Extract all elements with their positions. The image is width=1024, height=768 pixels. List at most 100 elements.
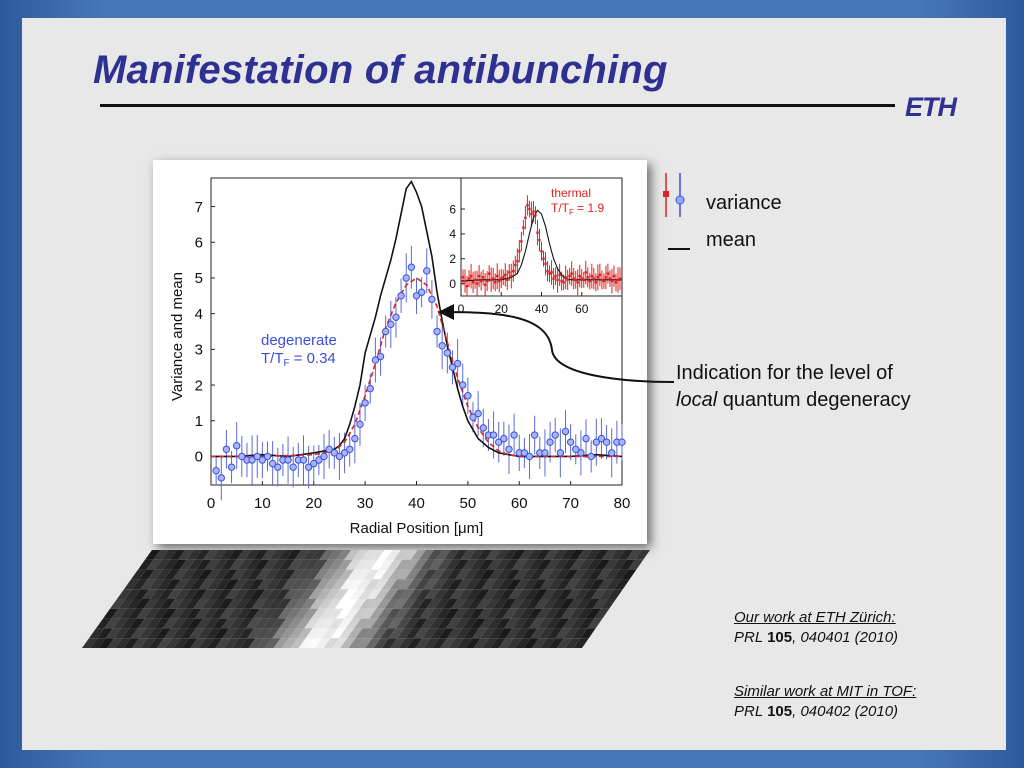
- stripe-cell: [170, 618, 187, 629]
- stripe-cell: [569, 608, 585, 619]
- stripe-cell: [471, 569, 487, 580]
- inset-point: [614, 281, 618, 284]
- stripe-cell: [269, 608, 285, 619]
- stripe-cell: [179, 618, 195, 629]
- stripe-cell: [451, 599, 467, 609]
- stripe-cell: [222, 628, 238, 639]
- stripe-cell: [482, 589, 499, 599]
- stripe-cell: [529, 569, 545, 580]
- stripe-cell: [580, 628, 596, 639]
- main-point: [330, 449, 339, 457]
- stripe-cell: [507, 589, 523, 599]
- stripe-cell: [383, 589, 399, 599]
- inset-point: [570, 272, 573, 275]
- stripe-cell: [430, 569, 446, 580]
- stripe-cell: [319, 550, 335, 560]
- stripe-cell: [440, 638, 456, 648]
- stripe-cell: [279, 618, 295, 629]
- stripe-cell: [247, 569, 263, 580]
- stripe-cell: [477, 550, 493, 560]
- title-underline: [100, 104, 895, 107]
- stripe-cell: [154, 559, 170, 570]
- stripe-cell: [288, 628, 305, 639]
- stripe-cell: [510, 608, 526, 619]
- main-annotation-num: = 0.34: [289, 350, 335, 367]
- stripe-cell: [373, 579, 389, 590]
- stripe-cell: [297, 569, 313, 580]
- stripe-cell: [139, 628, 155, 639]
- main-point: [417, 288, 426, 296]
- stripe-cell: [427, 608, 443, 619]
- stripe-cell: [219, 608, 235, 619]
- main-point: [402, 274, 410, 282]
- legend-red-marker: [663, 191, 669, 197]
- main-point: [510, 431, 518, 439]
- stripe-cell: [315, 638, 331, 648]
- stripe-cell: [236, 608, 252, 619]
- annotation-line-1: Indication for the level of: [676, 362, 893, 384]
- stripe-cell: [523, 638, 539, 648]
- stripe-cell: [578, 559, 594, 570]
- stripe-cell: [166, 589, 183, 599]
- main-point: [428, 295, 436, 304]
- inset-xtick-label: 0: [458, 302, 465, 316]
- stripe-cell: [318, 599, 334, 609]
- stripe-cell: [247, 628, 263, 639]
- stripe-cell: [330, 569, 346, 580]
- stripe-cell: [213, 628, 230, 639]
- stripe-cell: [246, 559, 262, 570]
- stripe-cell: [147, 569, 163, 580]
- stripe-cell: [324, 589, 341, 599]
- stripe-cell: [373, 638, 389, 648]
- stripe-cell: [305, 569, 321, 580]
- main-point: [479, 424, 487, 432]
- main-point: [227, 463, 236, 471]
- stripe-cell: [447, 628, 463, 639]
- stripe-cell: [323, 579, 339, 590]
- stripe-cell: [606, 579, 622, 590]
- stripe-cell: [136, 608, 152, 619]
- inset-ytick-label: 6: [449, 202, 456, 216]
- stripe-cell: [122, 628, 138, 639]
- reference-eth-heading[interactable]: Our work at ETH Zürich:: [734, 609, 896, 626]
- stripe-cell: [161, 550, 177, 560]
- stripe-cell: [565, 638, 581, 648]
- stripe-cell: [222, 569, 238, 580]
- stripe-cell: [529, 618, 545, 629]
- stripe-cell: [273, 579, 289, 590]
- inset-point: [610, 279, 614, 283]
- stripe-cell: [301, 599, 317, 609]
- inset-point: [530, 212, 533, 216]
- stripe-cell: [411, 608, 427, 619]
- stripe-cell: [214, 569, 230, 580]
- main-point: [546, 438, 554, 446]
- stripe-cell: [405, 628, 421, 639]
- stripe-cell: [618, 550, 634, 560]
- stripe-cell: [492, 599, 508, 609]
- stripe-cell: [89, 628, 105, 639]
- stripe-cell: [182, 638, 198, 648]
- stripe-cell: [183, 589, 199, 599]
- inset-point: [548, 272, 551, 275]
- stripe-cell: [604, 569, 620, 580]
- stripe-cell: [151, 599, 167, 609]
- stripe-cell: [377, 550, 393, 560]
- stripe-cell: [363, 569, 379, 580]
- stripe-cell: [587, 618, 603, 629]
- stripe-cell: [161, 608, 177, 619]
- main-point: [274, 463, 282, 471]
- main-point: [340, 449, 349, 457]
- stripe-cell: [402, 608, 418, 619]
- stripe-cell: [556, 579, 572, 590]
- stripe-cell: [581, 579, 597, 590]
- stripe-cell: [577, 608, 593, 619]
- reference-mit-heading[interactable]: Similar work at MIT in TOF:: [734, 683, 917, 700]
- stripe-cell: [474, 589, 490, 599]
- inset-point: [469, 274, 473, 278]
- annotation-rest: quantum degeneracy: [717, 389, 911, 411]
- main-ytick-label: 6: [195, 235, 203, 252]
- inset-point: [558, 273, 561, 277]
- stripe-cell: [320, 618, 337, 629]
- stripe-cell: [614, 579, 630, 590]
- main-point: [356, 420, 364, 429]
